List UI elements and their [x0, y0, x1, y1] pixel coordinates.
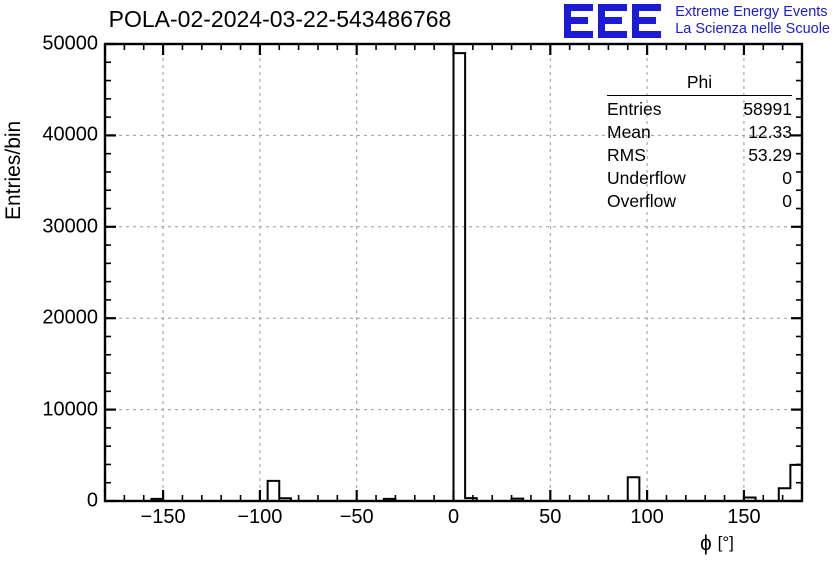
x-tick-label: 50 — [539, 506, 562, 528]
y-tick-label: 10000 — [42, 398, 98, 421]
stats-box-divider — [607, 95, 792, 96]
stats-row: Overflow 0 — [607, 190, 792, 213]
stats-row-label: Underflow — [607, 168, 686, 189]
stats-row-label: Overflow — [607, 191, 677, 212]
page-title: POLA-02-2024-03-22-543486768 — [108, 6, 452, 32]
eee-logo-text: Extreme Energy Events La Scienza nelle S… — [675, 4, 830, 38]
stats-box: Phi Entries 58991 Mean 12.33 RMS 53.29 Underfl… — [607, 72, 792, 213]
stats-row-value: 0 — [782, 191, 792, 212]
stats-row: Mean 12.33 — [607, 121, 792, 144]
stats-row-label: RMS — [607, 145, 646, 166]
x-tick-label: −150 — [140, 506, 186, 528]
axis-ticks — [104, 42, 803, 503]
stats-row-value: 58991 — [743, 99, 792, 119]
stats-row-value: 53.29 — [748, 145, 792, 166]
y-tick-label: 50000 — [42, 32, 98, 55]
y-tick-labels: 0 10000 20000 30000 40000 50000 — [0, 0, 98, 572]
x-axis-title-symbol: ϕ — [700, 532, 712, 555]
stats-row-label: Mean — [607, 122, 651, 143]
x-axis-title: ϕ [°] — [700, 532, 734, 556]
eee-logo-icon — [564, 4, 662, 38]
y-tick-label: 0 — [86, 489, 98, 512]
stats-box-rows: Entries 58991 Mean 12.33 RMS 53.29 Underflow 0 O… — [607, 98, 792, 213]
y-tick-label: 20000 — [42, 306, 98, 329]
x-axis-title-unit: [°] — [717, 533, 734, 552]
y-tick-label: 30000 — [42, 215, 98, 238]
stats-row-value: 0 — [782, 168, 792, 189]
x-tick-label: −100 — [237, 506, 283, 528]
stats-row: Entries 58991 — [607, 98, 792, 121]
eee-logo: Extreme Energy Events La Scienza nelle S… — [563, 2, 830, 40]
y-tick-label: 40000 — [42, 123, 98, 146]
x-tick-label: −50 — [339, 506, 374, 528]
x-tick-label: 0 — [447, 506, 460, 528]
stats-box-title: Phi — [686, 72, 713, 92]
stats-row: Underflow 0 — [607, 167, 792, 190]
stats-row-label: Entries — [607, 99, 662, 119]
x-tick-label: 150 — [727, 506, 761, 528]
eee-logo-line1: Extreme Energy Events — [675, 3, 828, 20]
stats-row: RMS 53.29 — [607, 144, 792, 167]
eee-logo-line2: La Scienza nelle Scuole — [675, 21, 830, 37]
x-tick-label: 100 — [630, 506, 664, 528]
stats-row-value: 12.33 — [748, 122, 792, 143]
